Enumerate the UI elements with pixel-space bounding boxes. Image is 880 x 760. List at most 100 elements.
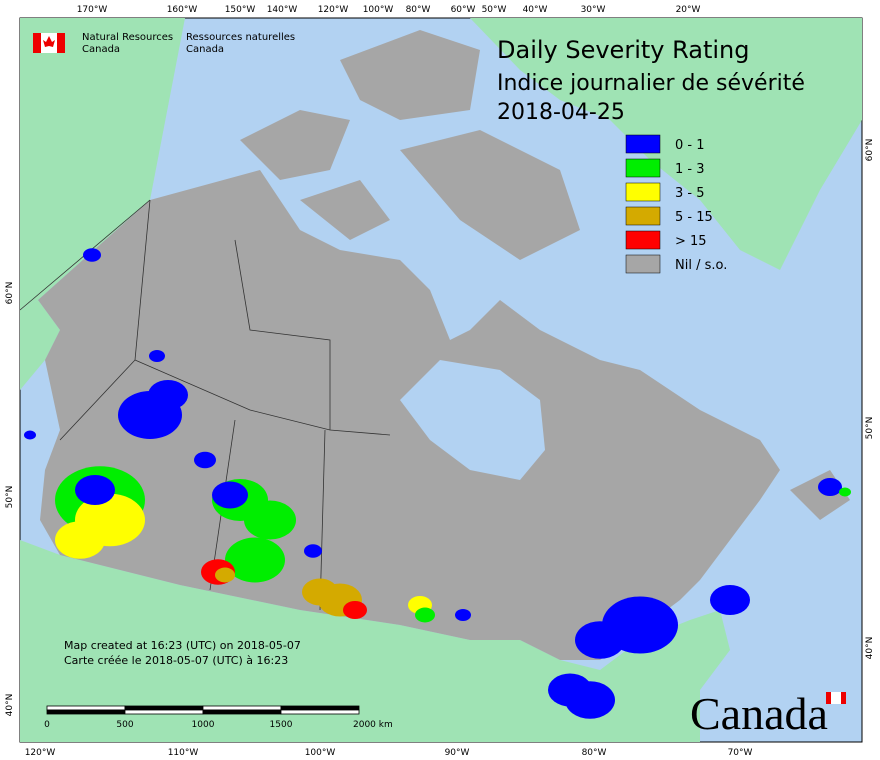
bottom-label: 80°W — [582, 748, 607, 758]
severity-area — [215, 567, 235, 583]
severity-area — [55, 521, 105, 559]
scale-label: 500 — [116, 720, 133, 730]
severity-area — [149, 350, 165, 362]
bottom-label: 90°W — [445, 748, 470, 758]
scale-segment — [280, 709, 360, 715]
top-label: 60°W — [451, 5, 476, 15]
legend-swatch — [625, 254, 661, 274]
canada — [38, 170, 780, 660]
legend-swatch — [625, 134, 661, 154]
legend-label: 3 - 5 — [675, 186, 705, 201]
scale-label: 0 — [44, 720, 50, 730]
left-label: 50°N — [5, 486, 15, 509]
legend-label: Nil / s.o. — [675, 258, 727, 273]
created-fr: Carte créée le 2018-05-07 (UTC) à 16:23 — [64, 654, 288, 667]
map-body — [19, 17, 863, 743]
nrcan-logo — [33, 33, 65, 53]
alaska — [20, 18, 185, 310]
flag-bar — [57, 33, 65, 53]
legend-swatch — [625, 206, 661, 226]
top-label: 160°W — [167, 5, 198, 15]
scale-segment — [46, 709, 126, 715]
scale-segment — [124, 705, 204, 711]
legend-swatch — [625, 182, 661, 202]
severity-area — [83, 248, 101, 262]
severity-area — [415, 607, 435, 623]
legend-label: 1 - 3 — [675, 162, 705, 177]
severity-area — [148, 380, 188, 410]
scale-bar: 0 500 1000 1500 2000 km — [44, 705, 393, 730]
title: Daily Severity Rating — [497, 36, 749, 64]
legend: 0 - 1 1 - 3 3 - 5 5 - 15 > 15 Nil / s.o. — [625, 134, 727, 274]
arctic-island — [340, 30, 480, 120]
alaska-panhandle — [20, 300, 60, 390]
wordmark-flag-field — [831, 692, 841, 704]
right-label: 50°N — [865, 417, 875, 440]
bottom-label: 100°W — [305, 748, 336, 758]
title-fr: Indice journalier de sévérité — [497, 71, 805, 96]
dept-en: Canada — [82, 44, 120, 55]
scale-segment — [280, 705, 360, 711]
severity-area — [455, 609, 471, 621]
arctic-island — [400, 130, 580, 260]
top-label: 40°W — [523, 5, 548, 15]
scale-segment — [46, 705, 126, 711]
top-label: 20°W — [676, 5, 701, 15]
greenland — [470, 18, 862, 270]
legend-swatch — [625, 158, 661, 178]
dept-en: Natural Resources — [82, 32, 173, 43]
dept-fr: Canada — [186, 44, 224, 55]
scale-label: 1000 — [192, 720, 215, 730]
severity-area — [575, 621, 625, 659]
graticule-labels: 170°W 160°W 150°W 140°W 120°W 100°W 80°W 60°W 50… — [5, 5, 875, 758]
arctic-island — [240, 110, 350, 180]
legend-swatch — [625, 230, 661, 250]
severity-area — [710, 585, 750, 615]
date: 2018-04-25 — [497, 100, 625, 125]
top-label: 140°W — [267, 5, 298, 15]
scale-segment — [202, 709, 282, 715]
severity-area — [818, 478, 842, 496]
bottom-label: 120°W — [25, 748, 56, 758]
top-label: 150°W — [225, 5, 256, 15]
severity-area — [565, 681, 615, 719]
top-label: 120°W — [318, 5, 349, 15]
severity-area — [194, 451, 216, 469]
top-label: 170°W — [77, 5, 108, 15]
legend-label: 0 - 1 — [675, 138, 705, 153]
arctic-island — [300, 180, 390, 240]
severity-area — [24, 430, 36, 440]
maple-leaf — [43, 36, 55, 47]
severity-area — [225, 537, 285, 583]
severity-area — [75, 475, 115, 505]
severity-area — [244, 500, 296, 540]
dept-fr: Ressources naturelles — [186, 32, 295, 43]
scale-segment — [124, 709, 204, 715]
right-label: 40°N — [865, 637, 875, 660]
scale-label: 2000 km — [353, 720, 393, 730]
left-label: 40°N — [5, 694, 15, 717]
created-en: Map created at 16:23 (UTC) on 2018-05-07 — [64, 639, 301, 652]
bottom-label: 70°W — [728, 748, 753, 758]
bottom-label: 110°W — [168, 748, 199, 758]
severity-area — [343, 601, 367, 619]
legend-label: 5 - 15 — [675, 210, 713, 225]
legend-label: > 15 — [675, 234, 707, 249]
severity-area — [839, 487, 851, 497]
severity-area — [212, 481, 248, 509]
top-label: 100°W — [363, 5, 394, 15]
right-label: 60°N — [865, 139, 875, 162]
flag-bar — [33, 33, 41, 53]
canada-wordmark: Canada — [690, 688, 828, 739]
severity-areas — [24, 248, 851, 719]
top-label: 50°W — [482, 5, 507, 15]
top-label: 80°W — [406, 5, 431, 15]
scale-segment — [202, 705, 282, 711]
scale-label: 1500 — [270, 720, 293, 730]
top-label: 30°W — [581, 5, 606, 15]
hudson-bay — [400, 360, 545, 480]
severity-area — [304, 544, 322, 558]
left-label: 60°N — [5, 282, 15, 305]
